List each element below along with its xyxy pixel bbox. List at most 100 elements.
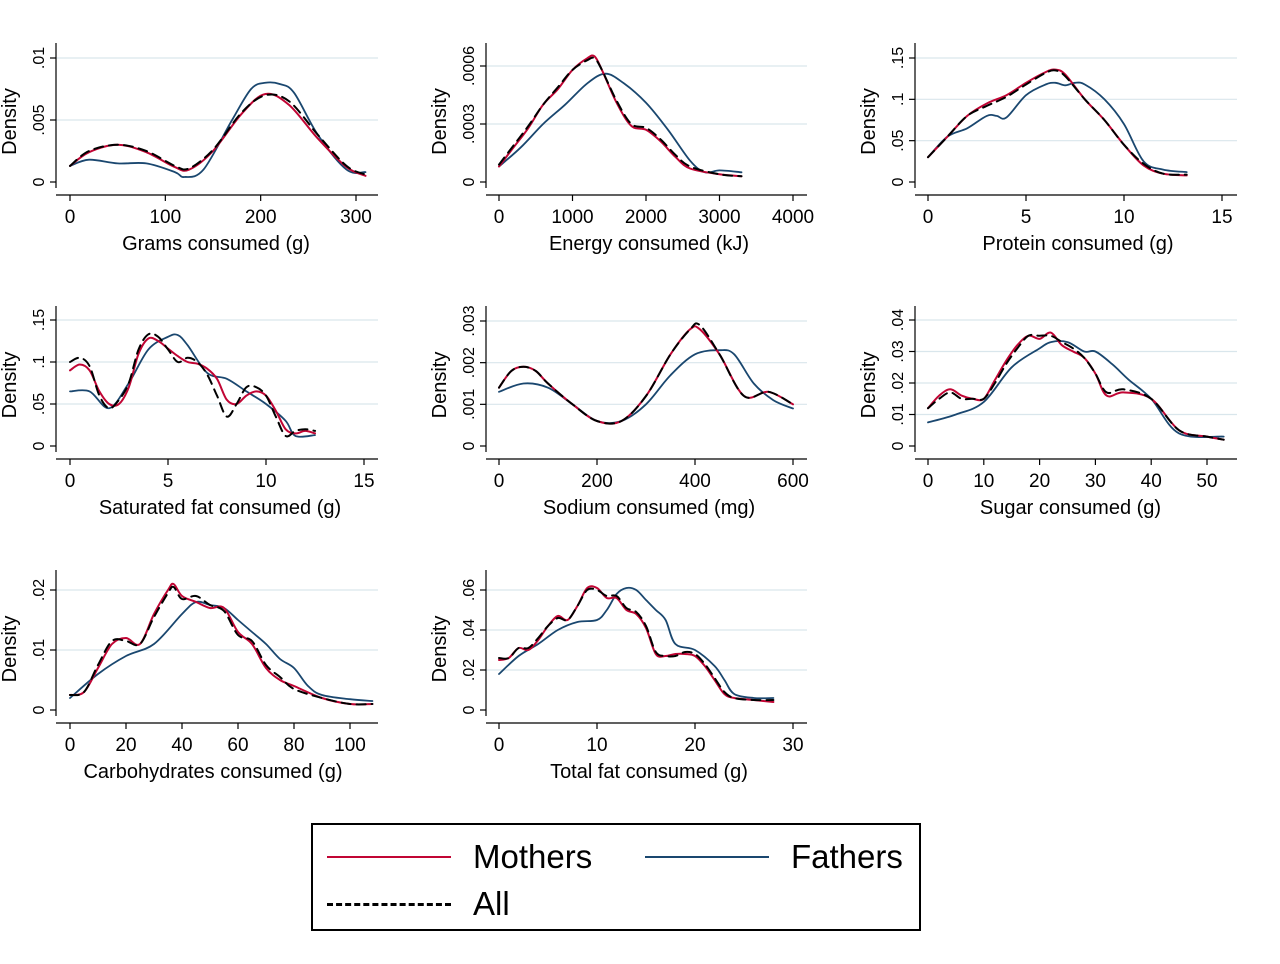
chart-panel-5: 0 .001 .002 .003 0 200 400 600 Sodium consumed (…: [429, 305, 809, 519]
chart-panel-2: 0 .0003 .0006 0 1000 2000 3000 4000 Energy consu…: [429, 43, 814, 255]
chart-panel-8: 0 .02 .04 .06 0 10 20 30 Total fat consumed (g) D…: [429, 570, 807, 783]
series-line-all: [498, 56, 743, 178]
chart-panel-3: 0 .05 .1 .15 0 5 10 15 Protein consumed (g) Densi…: [858, 43, 1237, 255]
y-tick-label: 0: [31, 705, 48, 714]
y-tick-label: .04: [461, 619, 478, 641]
x-tick-label: 0: [494, 735, 505, 756]
y-tick-label: .02: [31, 579, 48, 601]
y-tick-label: .05: [31, 393, 48, 415]
x-tick-label: 600: [777, 471, 809, 492]
series-line-all: [69, 332, 316, 438]
legend-label-mothers: Mothers: [473, 838, 593, 875]
series-line-fathers: [498, 586, 775, 700]
x-tick-label: 200: [245, 207, 277, 228]
series-line-fathers: [69, 333, 316, 438]
x-tick-label: 80: [283, 735, 304, 756]
series-line-fathers: [927, 340, 1225, 439]
y-tick-label: .01: [31, 47, 48, 69]
y-tick-label: 0: [890, 177, 907, 186]
x-tick-label: 0: [494, 471, 505, 492]
y-axis-title: Density: [429, 616, 451, 683]
y-tick-label: .02: [461, 659, 478, 681]
series-line-all: [498, 322, 794, 425]
x-tick-label: 0: [65, 471, 76, 492]
legend-item-fathers: Fathers: [645, 837, 903, 877]
series-line-fathers: [498, 72, 743, 174]
legend-label-all: All: [473, 885, 510, 922]
chart-panel-1: 0 .005 .01 0 100 200 300 Grams consumed (g) Dens…: [0, 43, 378, 255]
x-tick-label: 5: [163, 471, 174, 492]
x-axis-title: Carbohydrates consumed (g): [83, 761, 342, 783]
series-line-mothers: [69, 582, 374, 706]
y-tick-label: .003: [461, 305, 478, 336]
x-axis-title: Sugar consumed (g): [980, 497, 1161, 519]
y-tick-label: 0: [461, 441, 478, 450]
legend-swatch-mothers: [327, 856, 451, 858]
y-tick-label: 0: [31, 441, 48, 450]
y-tick-label: .02: [890, 372, 907, 394]
y-tick-label: .05: [890, 129, 907, 151]
legend-item-mothers: Mothers: [327, 837, 592, 877]
x-tick-label: 300: [340, 207, 372, 228]
y-tick-label: .06: [461, 579, 478, 601]
y-tick-label: .15: [31, 309, 48, 331]
y-tick-label: .03: [890, 340, 907, 362]
x-axis-title: Protein consumed (g): [982, 233, 1173, 255]
series-line-all: [498, 587, 775, 702]
y-axis-title: Density: [429, 352, 451, 419]
y-tick-label: 0: [31, 177, 48, 186]
series-line-fathers: [927, 81, 1188, 173]
y-tick-label: 0: [461, 705, 478, 714]
series-line-fathers: [69, 600, 374, 702]
legend-item-all: All: [327, 884, 510, 924]
x-axis-title: Energy consumed (kJ): [549, 233, 749, 255]
y-tick-label: .04: [890, 309, 907, 331]
y-axis-title: Density: [429, 88, 451, 155]
y-axis-title: Density: [858, 88, 880, 155]
x-tick-label: 200: [581, 471, 613, 492]
x-tick-label: 0: [65, 207, 76, 228]
y-axis-title: Density: [0, 88, 21, 155]
legend-swatch-fathers: [645, 856, 769, 858]
legend-label-fathers: Fathers: [791, 838, 903, 875]
x-tick-label: 5: [1021, 207, 1032, 228]
chart-panel-6: 0 .01 .02 .03 .04 0 10 20 30 40 50 Sugar consumed (…: [858, 306, 1237, 519]
x-tick-label: 20: [684, 735, 705, 756]
y-tick-label: .001: [461, 389, 478, 420]
x-tick-label: 3000: [698, 207, 740, 228]
y-tick-label: .0006: [461, 46, 478, 86]
series-line-fathers: [69, 81, 367, 178]
x-axis-title: Total fat consumed (g): [550, 761, 748, 783]
x-axis-title: Saturated fat consumed (g): [99, 497, 341, 519]
x-tick-label: 0: [65, 735, 76, 756]
x-tick-label: 40: [171, 735, 192, 756]
x-tick-label: 100: [334, 735, 366, 756]
x-tick-label: 0: [923, 471, 934, 492]
y-tick-label: .002: [461, 347, 478, 378]
y-tick-label: .1: [890, 93, 907, 106]
y-axis-title: Density: [0, 352, 21, 419]
x-tick-label: 40: [1141, 471, 1162, 492]
x-tick-label: 20: [1029, 471, 1050, 492]
legend: Mothers Fathers All: [311, 823, 921, 931]
x-tick-label: 30: [1085, 471, 1106, 492]
x-axis-title: Grams consumed (g): [122, 233, 310, 255]
x-tick-label: 10: [586, 735, 607, 756]
x-tick-label: 10: [973, 471, 994, 492]
x-tick-label: 30: [782, 735, 803, 756]
x-tick-label: 20: [115, 735, 136, 756]
x-tick-label: 0: [494, 207, 505, 228]
y-tick-label: .1: [31, 355, 48, 368]
x-tick-label: 15: [353, 471, 374, 492]
y-tick-label: .01: [890, 403, 907, 425]
y-tick-label: .15: [890, 47, 907, 69]
x-tick-label: 400: [679, 471, 711, 492]
series-line-mothers: [927, 68, 1188, 177]
series-line-fathers: [498, 349, 794, 424]
series-line-all: [927, 333, 1225, 441]
series-line-all: [927, 69, 1188, 176]
chart-panel-4: 0 .05 .1 .15 0 5 10 15 Saturated fat consumed (g…: [0, 306, 378, 519]
legend-swatch-all: [327, 902, 451, 906]
x-tick-label: 60: [227, 735, 248, 756]
